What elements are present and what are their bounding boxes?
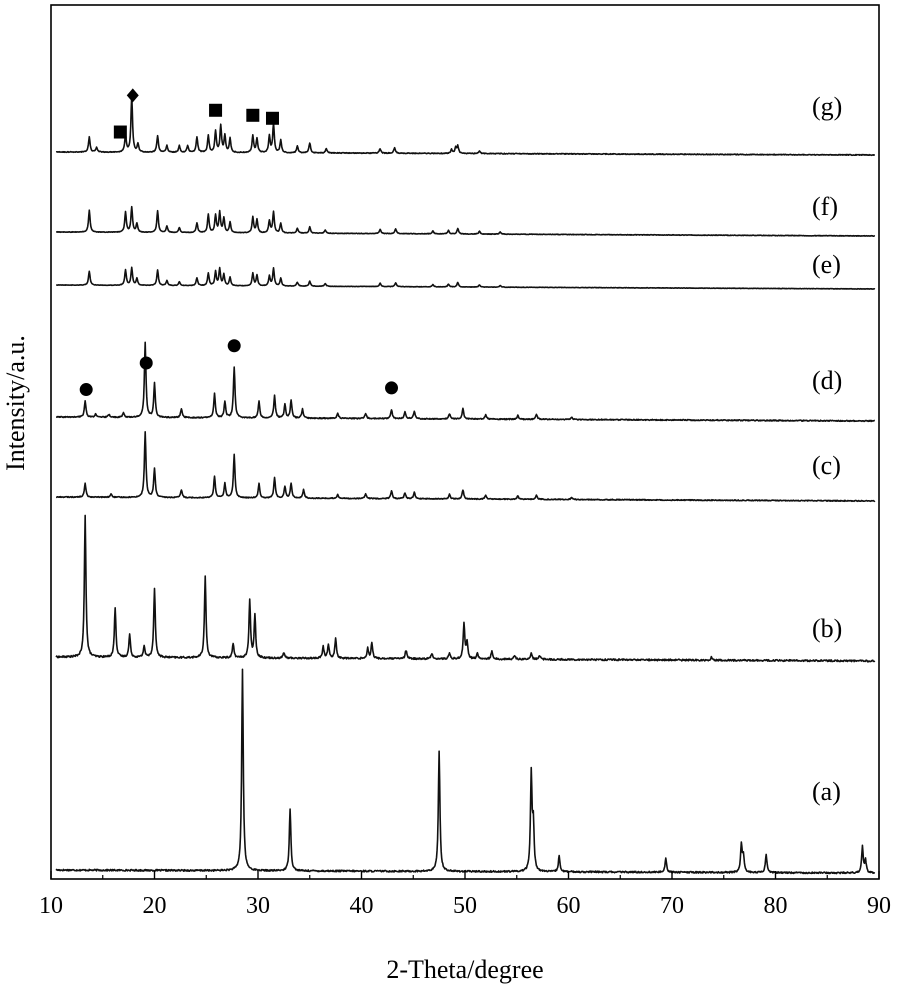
series-label-c: (c) — [812, 451, 841, 480]
x-tick-label: 50 — [453, 893, 477, 919]
x-axis-title: 2-Theta/degree — [386, 955, 543, 984]
x-tick-label: 30 — [246, 893, 270, 919]
series-line-d — [55, 341, 876, 423]
peak-marker-square-0 — [113, 125, 127, 139]
series-label-e: (e) — [812, 250, 841, 279]
x-tick-group: 10 20 30 40 50 60 70 80 90 — [39, 871, 891, 919]
y-axis-title: Intensity/a.u. — [1, 335, 30, 471]
series-line-f — [55, 205, 876, 238]
series-label-d: (d) — [812, 366, 842, 395]
peak-marker-circle-6 — [139, 356, 153, 370]
x-tick-label: 80 — [764, 893, 788, 919]
peak-marker-square-4 — [265, 111, 279, 125]
series-label-f: (f) — [812, 192, 838, 221]
x-tick-label: 90 — [867, 893, 891, 919]
series-label-a: (a) — [812, 777, 841, 806]
peak-marker-circle-5 — [79, 383, 93, 397]
x-tick-label: 60 — [557, 893, 581, 919]
series-group — [55, 94, 876, 875]
x-tick-label: 40 — [350, 893, 374, 919]
series-line-g — [55, 94, 876, 157]
series-line-e — [55, 266, 876, 290]
marker-group — [79, 88, 399, 397]
x-tick-label: 20 — [143, 893, 167, 919]
peak-marker-square-3 — [246, 108, 260, 122]
peak-marker-circle-7 — [227, 339, 241, 353]
peak-marker-circle-8 — [385, 381, 399, 395]
series-label-b: (b) — [812, 614, 842, 643]
series-line-a — [55, 668, 876, 875]
x-tick-label: 70 — [660, 893, 684, 919]
series-label-g: (g) — [812, 92, 842, 121]
peak-marker-square-2 — [209, 103, 223, 117]
series-line-b — [55, 514, 876, 663]
x-tick-label: 10 — [39, 893, 63, 919]
plot-frame — [50, 4, 880, 880]
peak-marker-diamond-1 — [126, 88, 139, 103]
series-label-group: (a) (b) (c) (d) (e) (f) (g) — [812, 92, 842, 806]
series-line-c — [55, 430, 876, 503]
